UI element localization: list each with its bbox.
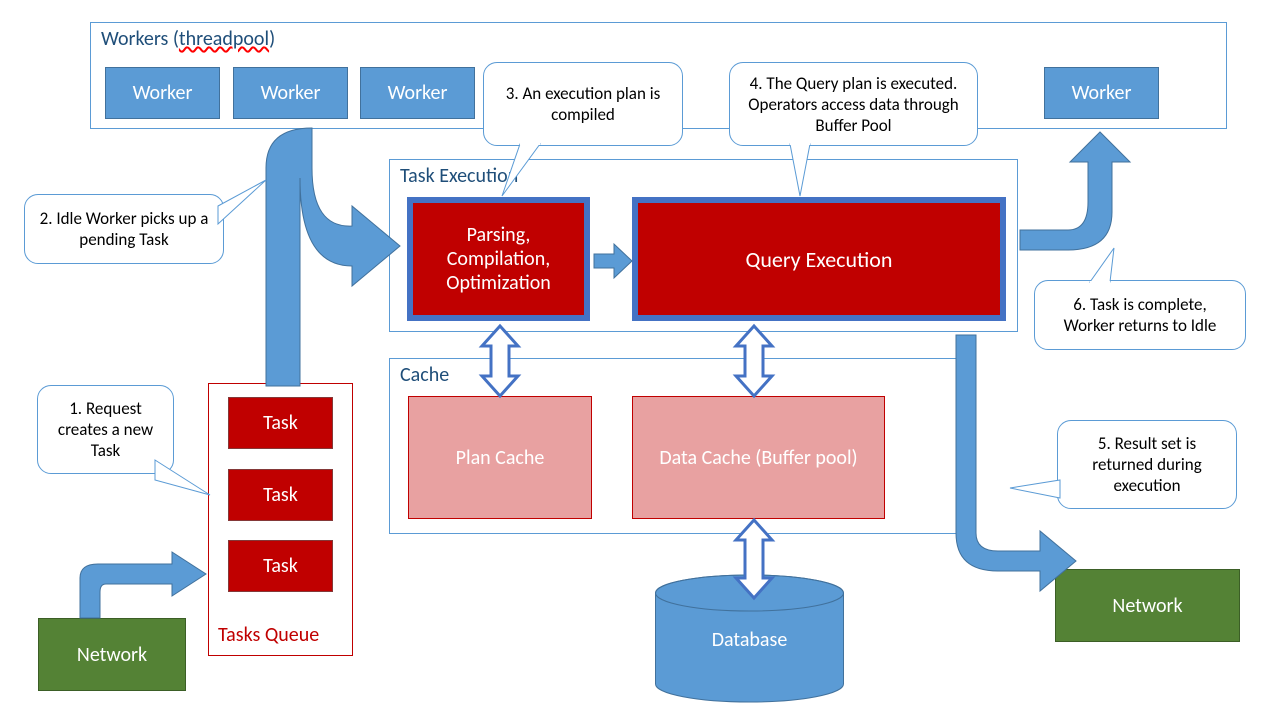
callout-5: 5. Result set is returned during executi… (1057, 420, 1237, 509)
callout-6-text: 6. Task is complete, Worker returns to I… (1047, 294, 1233, 336)
worker-label: Worker (133, 81, 193, 105)
database-label: Database (654, 628, 845, 652)
callout-6: 6. Task is complete, Worker returns to I… (1034, 280, 1246, 350)
cache-title: Cache (400, 363, 449, 387)
worker-box-3: Worker (360, 67, 475, 119)
callout-1: 1. Request creates a new Task (37, 385, 174, 474)
network-label: Network (77, 643, 147, 667)
callout-1-tail (155, 460, 215, 500)
plan-cache-box: Plan Cache (408, 396, 592, 519)
task-box-1: Task (228, 397, 333, 449)
parsing-box: Parsing, Compilation, Optimization (407, 197, 590, 321)
data-cache-label: Data Cache (Buffer pool) (659, 446, 857, 470)
callout-1-text: 1. Request creates a new Task (50, 398, 161, 461)
callout-5-tail (1010, 480, 1065, 520)
tasks-queue-title: Tasks Queue (218, 623, 319, 647)
network-left: Network (38, 618, 186, 691)
task-execution-title: Task Execution (400, 164, 518, 188)
arrow-network-to-queue (68, 552, 208, 622)
worker-label: Worker (388, 81, 448, 105)
worker-box-1: Worker (105, 67, 220, 119)
parsing-label: Parsing, Compilation, Optimization (413, 223, 584, 295)
worker-box-2: Worker (233, 67, 348, 119)
task-box-3: Task (228, 540, 333, 592)
query-execution-box: Query Execution (632, 197, 1006, 321)
callout-3-text: 3. An execution plan is compiled (496, 83, 670, 125)
task-label: Task (263, 411, 298, 435)
callout-3: 3. An execution plan is compiled (483, 62, 683, 146)
callout-5-text: 5. Result set is returned during executi… (1070, 433, 1224, 496)
arrow-execution-to-network (946, 335, 1058, 581)
network-label: Network (1112, 594, 1182, 618)
arrow-queue-to-execution (252, 128, 402, 386)
query-label: Query Execution (746, 246, 893, 273)
worker-label: Worker (261, 81, 321, 105)
task-label: Task (263, 483, 298, 507)
callout-3-tail (520, 144, 550, 198)
workers-panel-title: Workers (threadpool) (101, 27, 275, 51)
plan-cache-label: Plan Cache (456, 446, 545, 470)
worker-box-4: Worker (1044, 67, 1159, 119)
arrow-parsing-to-query (594, 244, 632, 278)
callout-2: 2. Idle Worker picks up a pending Task (24, 194, 224, 264)
arrow-parsing-plancache (480, 326, 520, 396)
workers-title-underline: threadpool (179, 27, 269, 51)
callout-2-text: 2. Idle Worker picks up a pending Task (37, 208, 211, 250)
callout-4-text: 4. The Query plan is executed. Operators… (742, 73, 965, 136)
callout-6-tail (1090, 248, 1120, 284)
callout-4-tail (790, 144, 820, 198)
callout-4: 4. The Query plan is executed. Operators… (729, 62, 978, 146)
arrow-datacache-database (734, 520, 774, 598)
data-cache-box: Data Cache (Buffer pool) (632, 396, 885, 519)
network-right: Network (1055, 569, 1240, 642)
arrow-query-datacache (734, 326, 774, 396)
task-box-2: Task (228, 469, 333, 521)
task-label: Task (263, 554, 298, 578)
arrow-execution-to-worker (1020, 132, 1120, 252)
worker-label: Worker (1072, 81, 1132, 105)
callout-2-tail (218, 206, 268, 236)
